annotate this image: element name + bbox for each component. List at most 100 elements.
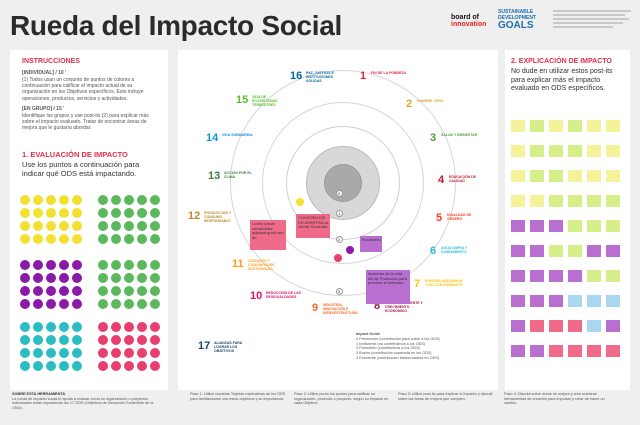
rating-dot[interactable] [111, 273, 121, 283]
rating-dot[interactable] [72, 361, 82, 371]
rating-dot[interactable] [150, 221, 160, 231]
post-it-note[interactable] [511, 145, 525, 157]
wheel-note-3[interactable]: Ecodiseño [360, 236, 382, 252]
rating-dot[interactable] [150, 348, 160, 358]
rating-dot[interactable] [137, 361, 147, 371]
post-it-note[interactable] [606, 245, 620, 257]
rating-dot[interactable] [20, 260, 30, 270]
rating-dot[interactable] [72, 299, 82, 309]
post-it-note[interactable] [511, 320, 525, 332]
rating-dot[interactable] [33, 286, 43, 296]
rating-dot[interactable] [111, 299, 121, 309]
rating-dot[interactable] [59, 208, 69, 218]
post-it-note[interactable] [549, 195, 563, 207]
rating-dot[interactable] [20, 195, 30, 205]
rating-dot[interactable] [46, 286, 56, 296]
rating-dot[interactable] [150, 335, 160, 345]
rating-dot[interactable] [137, 260, 147, 270]
rating-dot[interactable] [59, 195, 69, 205]
post-it-note[interactable] [568, 170, 582, 182]
post-it-note[interactable] [530, 295, 544, 307]
rating-dot[interactable] [59, 335, 69, 345]
rating-dot[interactable] [20, 234, 30, 244]
post-it-note[interactable] [511, 220, 525, 232]
rating-dot[interactable] [150, 361, 160, 371]
post-it-note[interactable] [606, 220, 620, 232]
wheel-note-1[interactable]: Lorem ipsum consectetur adipiscing elit … [250, 220, 286, 250]
rating-dot[interactable] [46, 208, 56, 218]
rating-dot[interactable] [59, 260, 69, 270]
rating-dot[interactable] [20, 361, 30, 371]
post-it-note[interactable] [568, 345, 582, 357]
post-it-note[interactable] [606, 345, 620, 357]
post-it-note[interactable] [568, 295, 582, 307]
post-it-note[interactable] [587, 295, 601, 307]
rating-dot[interactable] [20, 273, 30, 283]
rating-dot[interactable] [20, 208, 30, 218]
rating-dot[interactable] [72, 208, 82, 218]
rating-dot[interactable] [46, 348, 56, 358]
post-it-note[interactable] [530, 145, 544, 157]
rating-dot[interactable] [72, 260, 82, 270]
post-it-note[interactable] [530, 245, 544, 257]
wheel-placed-dot[interactable] [296, 198, 304, 206]
rating-dot[interactable] [98, 299, 108, 309]
rating-dot[interactable] [46, 361, 56, 371]
rating-dot[interactable] [33, 299, 43, 309]
rating-dot[interactable] [33, 322, 43, 332]
post-it-note[interactable] [549, 345, 563, 357]
rating-dot[interactable] [111, 286, 121, 296]
rating-dot[interactable] [59, 299, 69, 309]
wheel-placed-dot[interactable] [346, 246, 354, 254]
rating-dot[interactable] [33, 208, 43, 218]
rating-dot[interactable] [33, 195, 43, 205]
rating-dot[interactable] [33, 273, 43, 283]
wheel-placed-dot[interactable] [334, 254, 342, 262]
rating-dot[interactable] [111, 348, 121, 358]
post-it-note[interactable] [530, 320, 544, 332]
rating-dot[interactable] [72, 273, 82, 283]
rating-dot[interactable] [33, 221, 43, 231]
post-it-note[interactable] [606, 170, 620, 182]
rating-dot[interactable] [137, 208, 147, 218]
rating-dot[interactable] [137, 322, 147, 332]
rating-dot[interactable] [137, 195, 147, 205]
post-it-note[interactable] [530, 345, 544, 357]
rating-dot[interactable] [72, 221, 82, 231]
post-it-note[interactable] [568, 270, 582, 282]
post-it-note[interactable] [606, 195, 620, 207]
rating-dot[interactable] [124, 286, 134, 296]
rating-dot[interactable] [20, 348, 30, 358]
rating-dot[interactable] [137, 348, 147, 358]
rating-dot[interactable] [124, 322, 134, 332]
rating-dot[interactable] [72, 195, 82, 205]
post-it-note[interactable] [606, 295, 620, 307]
rating-dot[interactable] [124, 361, 134, 371]
post-it-note[interactable] [511, 270, 525, 282]
rating-dot[interactable] [98, 221, 108, 231]
post-it-note[interactable] [511, 120, 525, 132]
rating-dot[interactable] [150, 322, 160, 332]
rating-dot[interactable] [59, 286, 69, 296]
post-it-note[interactable] [606, 270, 620, 282]
rating-dot[interactable] [72, 322, 82, 332]
rating-dot[interactable] [46, 260, 56, 270]
rating-dot[interactable] [98, 348, 108, 358]
post-it-note[interactable] [587, 120, 601, 132]
rating-dot[interactable] [72, 234, 82, 244]
rating-dot[interactable] [150, 195, 160, 205]
post-it-note[interactable] [549, 220, 563, 232]
post-it-note[interactable] [587, 145, 601, 157]
rating-dot[interactable] [46, 299, 56, 309]
post-it-note[interactable] [568, 320, 582, 332]
rating-dot[interactable] [33, 260, 43, 270]
rating-dot[interactable] [33, 348, 43, 358]
rating-dot[interactable] [111, 195, 121, 205]
post-it-note[interactable] [549, 320, 563, 332]
rating-dot[interactable] [46, 322, 56, 332]
rating-dot[interactable] [98, 335, 108, 345]
post-it-note[interactable] [587, 320, 601, 332]
post-it-note[interactable] [568, 220, 582, 232]
rating-dot[interactable] [98, 322, 108, 332]
wheel-note-2[interactable]: CONSORCIOS EN ASERTIVA al ofertar Socied… [296, 214, 330, 238]
